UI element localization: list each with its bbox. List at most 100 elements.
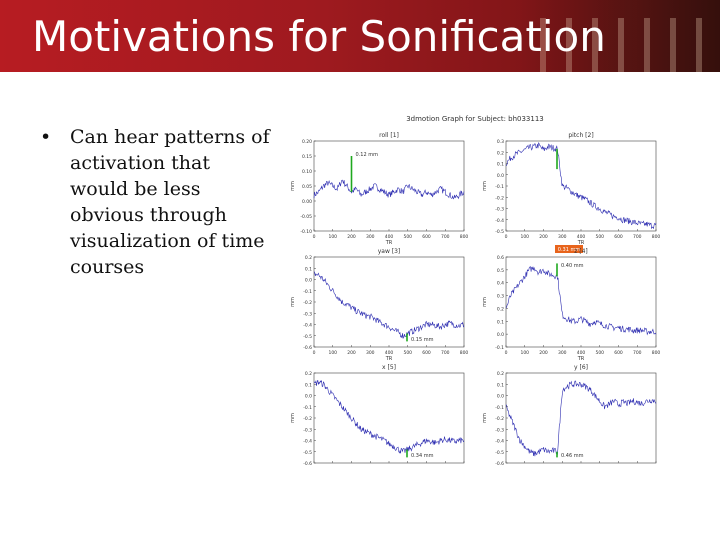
ytick-label: 0.3 xyxy=(497,294,504,300)
xtick-label: 600 xyxy=(614,350,623,356)
ytick-label: 0.2 xyxy=(305,371,312,377)
ytick-label: 0.2 xyxy=(305,255,312,261)
annotation-p4: 0.34 mm xyxy=(411,453,434,459)
bullet-text: Can hear patterns of activation that wou… xyxy=(70,126,270,278)
header-arches-decoration xyxy=(540,18,710,72)
ytick-label: 0.0 xyxy=(305,394,312,400)
ytick-label: 0.20 xyxy=(302,139,312,145)
xaxis-label-p2: TR xyxy=(385,356,393,362)
xtick-label: 400 xyxy=(577,234,586,240)
panel-frame-p0 xyxy=(313,140,465,232)
xtick-label: 700 xyxy=(441,350,450,356)
xtick-label: 500 xyxy=(595,234,604,240)
yaxis-label-p5: mm xyxy=(482,413,488,423)
xtick-label: 700 xyxy=(441,234,450,240)
ytick-label: 0.05 xyxy=(302,184,312,190)
bullet-list: • Can hear patterns of activation that w… xyxy=(40,124,270,280)
motion-trace-p2 xyxy=(313,271,465,340)
panel-title-p5: y [6] xyxy=(574,364,588,371)
ytick-label: -0.4 xyxy=(495,218,504,224)
figure-title: 3dmotion Graph for Subject: bh033113 xyxy=(406,115,544,123)
motion-figure: 3dmotion Graph for Subject: bh033113 rol… xyxy=(280,105,670,478)
ytick-label: 0.2 xyxy=(497,150,504,156)
ytick-label: -0.2 xyxy=(495,416,504,422)
xtick-label: 100 xyxy=(328,234,337,240)
ytick-label: -0.2 xyxy=(303,300,312,306)
xtick-label: 300 xyxy=(558,234,567,240)
panel-title-p0: roll [1] xyxy=(379,132,399,139)
ytick-label: 0.0 xyxy=(305,278,312,284)
xtick-label: 300 xyxy=(366,350,375,356)
ytick-label: -0.1 xyxy=(495,345,504,351)
ytick-label: -0.3 xyxy=(495,207,504,213)
ytick-label: 0.2 xyxy=(497,306,504,312)
ytick-label: -0.4 xyxy=(303,439,312,445)
xtick-label: 600 xyxy=(614,234,623,240)
xaxis-label-p3: TR xyxy=(577,356,585,362)
bullet-dot: • xyxy=(40,126,52,148)
yaxis-label-p1: mm xyxy=(482,181,488,191)
annotation-p5: 0.46 mm xyxy=(561,453,584,459)
ytick-label: 0.0 xyxy=(497,173,504,179)
annotation-p3: 0.40 mm xyxy=(561,263,584,269)
ytick-label: 0.4 xyxy=(497,281,504,287)
ytick-label: -0.6 xyxy=(303,461,312,465)
bullet-item: • Can hear patterns of activation that w… xyxy=(40,124,270,280)
ytick-label: -0.1 xyxy=(303,289,312,295)
xtick-label: 800 xyxy=(460,350,469,356)
xtick-label: 0 xyxy=(505,234,508,240)
slide-title: Motivations for Sonification xyxy=(32,12,606,61)
xtick-label: 500 xyxy=(595,350,604,356)
xtick-label: 500 xyxy=(403,234,412,240)
xaxis-label-p0: TR xyxy=(385,240,393,246)
ytick-label: 0.5 xyxy=(497,268,504,274)
xtick-label: 800 xyxy=(652,350,661,356)
panel-frame-p5 xyxy=(505,372,657,464)
xtick-label: 200 xyxy=(347,234,356,240)
xtick-label: 600 xyxy=(422,350,431,356)
title-banner: Motivations for Sonification xyxy=(0,0,720,72)
annotation-box-p1 xyxy=(555,245,583,253)
xtick-label: 0 xyxy=(313,234,316,240)
yaxis-label-p0: mm xyxy=(290,181,296,191)
motion-trace-p3 xyxy=(505,266,657,336)
panel-frame-p1 xyxy=(505,140,657,232)
xtick-label: 500 xyxy=(403,350,412,356)
ytick-label: 0.6 xyxy=(497,255,504,261)
xtick-label: 700 xyxy=(633,234,642,240)
ytick-label: 0.1 xyxy=(305,266,312,272)
panel-title-p1: pitch [2] xyxy=(568,132,593,139)
ytick-label: 0.00 xyxy=(302,199,312,205)
motion-trace-p4 xyxy=(313,379,465,454)
xtick-label: 400 xyxy=(385,350,394,356)
ytick-label: -0.3 xyxy=(303,311,312,317)
ytick-label: 0.1 xyxy=(497,162,504,168)
xtick-label: 700 xyxy=(633,350,642,356)
ytick-label: -0.1 xyxy=(495,405,504,411)
ytick-label: -0.5 xyxy=(303,334,312,340)
xtick-label: 300 xyxy=(366,234,375,240)
xaxis-label-p1: TR xyxy=(577,240,585,246)
ytick-label: -0.3 xyxy=(303,427,312,433)
ytick-label: 0.1 xyxy=(497,382,504,388)
ytick-label: -0.5 xyxy=(303,450,312,456)
xtick-label: 800 xyxy=(652,234,661,240)
ytick-label: -0.6 xyxy=(495,461,504,465)
ytick-label: 0.2 xyxy=(497,371,504,377)
xtick-label: 100 xyxy=(520,350,529,356)
panel-frame-p4 xyxy=(313,372,465,464)
yaxis-label-p4: mm xyxy=(290,413,296,423)
annotation-p2: 0.15 mm xyxy=(411,337,434,343)
ytick-label: -0.1 xyxy=(495,184,504,190)
xtick-label: 400 xyxy=(577,350,586,356)
panel-title-p2: yaw [3] xyxy=(378,248,401,255)
ytick-label: -0.3 xyxy=(495,427,504,433)
ytick-label: -0.4 xyxy=(495,439,504,445)
ytick-label: 0.3 xyxy=(497,139,504,145)
motion-trace-p1 xyxy=(505,142,657,230)
xtick-label: 200 xyxy=(539,234,548,240)
yaxis-label-p2: mm xyxy=(290,297,296,307)
xtick-label: 0 xyxy=(313,350,316,356)
ytick-label: -0.4 xyxy=(303,323,312,329)
ytick-label: -0.10 xyxy=(300,229,312,235)
